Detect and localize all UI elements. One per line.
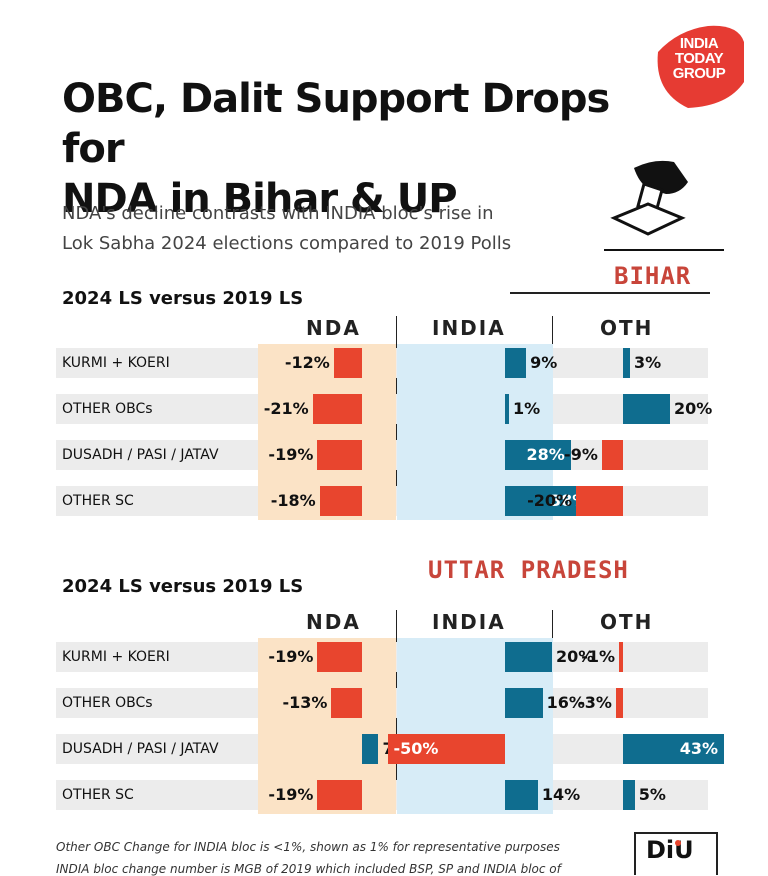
diu-logo-text: DiU — [646, 836, 694, 864]
footnote: Other OBC Change for INDIA bloc is <1%, … — [56, 840, 560, 854]
value-label-oth: -3% — [578, 693, 612, 712]
section-heading-up: 2024 LS versus 2019 LS — [62, 576, 304, 597]
row-label-other-obcs: OTHER OBCs — [62, 401, 153, 417]
section-heading-bihar: 2024 LS versus 2019 LS — [62, 288, 304, 309]
bar-oth-dusadh-pasi-jatav — [623, 734, 725, 764]
row-label-other-sc: OTHER SC — [62, 493, 134, 509]
state-label-bihar: BIHAR — [614, 262, 692, 290]
value-label-oth: 5% — [638, 785, 666, 804]
footnote: INDIA bloc change number is MGB of 2019 … — [56, 862, 561, 876]
bar-oth-other-obcs — [623, 394, 670, 424]
bar-nda-dusadh-pasi-jatav — [317, 440, 362, 470]
bar-oth-kurmi-koeri — [623, 348, 631, 378]
value-label-nda: -12% — [284, 353, 330, 372]
row-label-dusadh-pasi-jatav: DUSADH / PASI / JATAV — [62, 447, 219, 463]
diu-logo — [634, 832, 718, 875]
ballot-box-icon — [604, 160, 724, 251]
bar-nda-other-sc — [317, 780, 362, 810]
state-label-uttar-pradesh: UTTAR PRADESH — [428, 556, 629, 584]
bar-nda-kurmi-koeri — [333, 348, 362, 378]
value-label-india: 1% — [513, 399, 541, 418]
bar-nda-other-obcs — [312, 394, 362, 424]
bar-india-kurmi-koeri — [505, 348, 527, 378]
page-title: OBC, Dalit Support Drops for NDA in Biha… — [62, 76, 610, 222]
logo-text: INDIA TODAY GROUP — [672, 35, 726, 82]
row-label-kurmi-koeri: KURMI + KOERI — [62, 649, 170, 665]
state-underline — [510, 292, 710, 294]
value-label-india: 9% — [530, 353, 558, 372]
bar-nda-dusadh-pasi-jatav — [362, 734, 379, 764]
row-label-kurmi-koeri: KURMI + KOERI — [62, 355, 170, 371]
bar-nda-other-sc — [319, 486, 362, 516]
value-label-nda: -19% — [268, 785, 314, 804]
bar-nda-kurmi-koeri — [317, 642, 362, 672]
value-label-oth: 3% — [634, 353, 662, 372]
column-head-nda: NDA — [306, 316, 361, 340]
india-today-group-logo — [657, 25, 744, 108]
chart-bihar: NDA INDIA OTH KURMI + KOERI -12% 9% 3% OTHER… — [0, 316, 768, 556]
value-label-india: 14% — [541, 785, 581, 804]
column-head-india: INDIA — [432, 610, 506, 634]
value-label-nda: -19% — [268, 445, 314, 464]
value-label-nda: -19% — [268, 647, 314, 666]
value-label-india: 20% — [556, 647, 595, 666]
value-label-oth: 43% — [679, 739, 719, 758]
bar-oth-other-sc — [576, 486, 623, 516]
value-label-oth: -1% — [581, 647, 615, 666]
bar-oth-kurmi-koeri — [619, 642, 623, 672]
bar-nda-other-obcs — [331, 688, 362, 718]
value-label-nda: -13% — [282, 693, 328, 712]
bar-oth-other-obcs — [615, 688, 623, 718]
value-label-nda: -18% — [270, 491, 316, 510]
bar-india-other-sc — [505, 780, 538, 810]
bar-india-dusadh-pasi-jatav — [505, 440, 571, 470]
row-label-other-sc: OTHER SC — [62, 787, 134, 803]
value-label-nda: -21% — [263, 399, 309, 418]
column-head-nda: NDA — [306, 610, 361, 634]
bar-india-dusadh-pasi-jatav — [387, 734, 505, 764]
bar-oth-dusadh-pasi-jatav — [601, 440, 623, 470]
bar-india-other-obcs — [505, 688, 543, 718]
bar-india-other-obcs — [505, 394, 509, 424]
value-label-oth: -20% — [527, 491, 572, 510]
column-head-oth: OTH — [600, 610, 654, 634]
value-label-india: 28% — [526, 445, 565, 464]
value-label-oth: -9% — [564, 445, 598, 464]
value-label-india: -50% — [393, 739, 439, 758]
diu-logo-dot — [675, 840, 681, 846]
bar-india-kurmi-koeri — [505, 642, 552, 672]
bar-oth-other-sc — [623, 780, 635, 810]
chart-uttar-pradesh: NDA INDIA OTH KURMI + KOERI -19% 20% -1% OTH… — [0, 610, 768, 850]
page-subtitle: NDA's decline contrasts with INDIA bloc'… — [62, 203, 512, 254]
value-label-oth: 20% — [674, 399, 713, 418]
column-head-oth: OTH — [600, 316, 654, 340]
row-label-other-obcs: OTHER OBCs — [62, 695, 153, 711]
value-label-india: 16% — [546, 693, 585, 712]
column-head-india: INDIA — [432, 316, 506, 340]
row-label-dusadh-pasi-jatav: DUSADH / PASI / JATAV — [62, 741, 219, 757]
